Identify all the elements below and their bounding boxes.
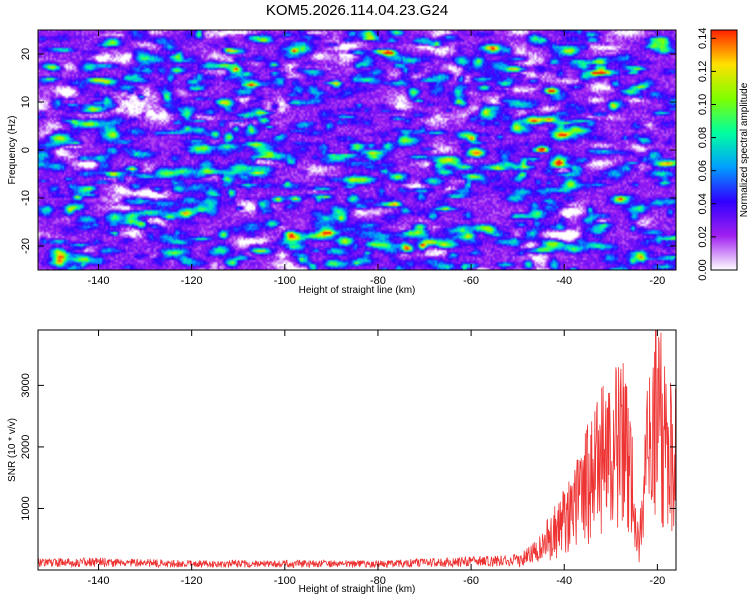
snr-frame [37,329,677,571]
colorbar-tick-label: 0.06 [697,160,709,181]
heatmap-x-tick-label: -140 [88,275,110,287]
colorbar-tick-label: 0.10 [697,94,709,115]
heatmap-x-tick-label: -60 [463,275,479,287]
snr-x-tick-label: -40 [556,575,572,587]
snr-y-tick-label: 3000 [20,373,32,397]
heatmap-x-tick-label: -120 [181,275,203,287]
heatmap-x-tick-label: -40 [556,275,572,287]
heatmap-y-tick-label: -20 [20,238,32,254]
colorbar: 0.00 0.02 0.04 0.06 0.08 0.10 0.12 0.14 Normali… [697,28,750,281]
snr-y-tick-label: 1000 [20,496,32,520]
colorbar-ticks: 0.00 0.02 0.04 0.06 0.08 0.10 0.12 0.14 [697,28,716,281]
heatmap-x-tick-label: -80 [370,275,386,287]
heatmap-y-tick-label: 20 [20,48,32,60]
heatmap-y-tick-label: 0 [20,147,32,153]
snr-x-tick-label: -140 [88,575,110,587]
heatmap-x-tick-label: -20 [649,275,665,287]
colorbar-tick-label: 0.08 [697,127,709,148]
snr-x-tick-label: -80 [370,575,386,587]
snr-y-ticks: 1000 2000 3000 [20,373,676,521]
snr-x-label: Height of straight line (km) [299,584,416,595]
colorbar-gradient [710,29,738,271]
colorbar-label: Normalized spectral amplitude [739,82,750,217]
colorbar-tick-label: 0.04 [697,193,709,214]
snr-series-line [38,330,676,569]
snr-x-tick-label: -120 [181,575,203,587]
heatmap-image [38,30,676,270]
colorbar-tick-label: 0.14 [697,28,709,49]
colorbar-tick-label: 0.02 [697,226,709,247]
heatmap-y-ticks: -20 -10 0 10 20 [20,48,676,254]
snr-x-ticks: -140 -120 -100 -80 -60 -40 -20 [88,330,665,587]
figure-title: KOM5.2026.114.04.23.G24 [266,2,448,19]
heatmap-y-label: Frequency (Hz) [7,116,18,185]
colorbar-tick-label: 0.12 [697,61,709,82]
heatmap-x-tick-label: -100 [274,275,296,287]
snr-x-tick-label: -100 [274,575,296,587]
snr-y-label: SNR (10 * v/v) [7,418,18,482]
heatmap-y-tick-label: -10 [20,190,32,206]
heatmap-x-ticks: -140 -120 -100 -80 -60 -40 -20 [88,30,665,287]
colorbar-tick-label: 0.00 [697,259,709,280]
heatmap-x-label: Height of straight line (km) [299,285,416,296]
snr-y-tick-label: 2000 [20,435,32,459]
snr-x-tick-label: -60 [463,575,479,587]
heatmap-y-tick-label: 10 [20,96,32,108]
snr-x-tick-label: -20 [649,575,665,587]
snr-panel: -140 -120 -100 -80 -60 -40 -20 1000 2000 3000 He… [7,329,677,595]
